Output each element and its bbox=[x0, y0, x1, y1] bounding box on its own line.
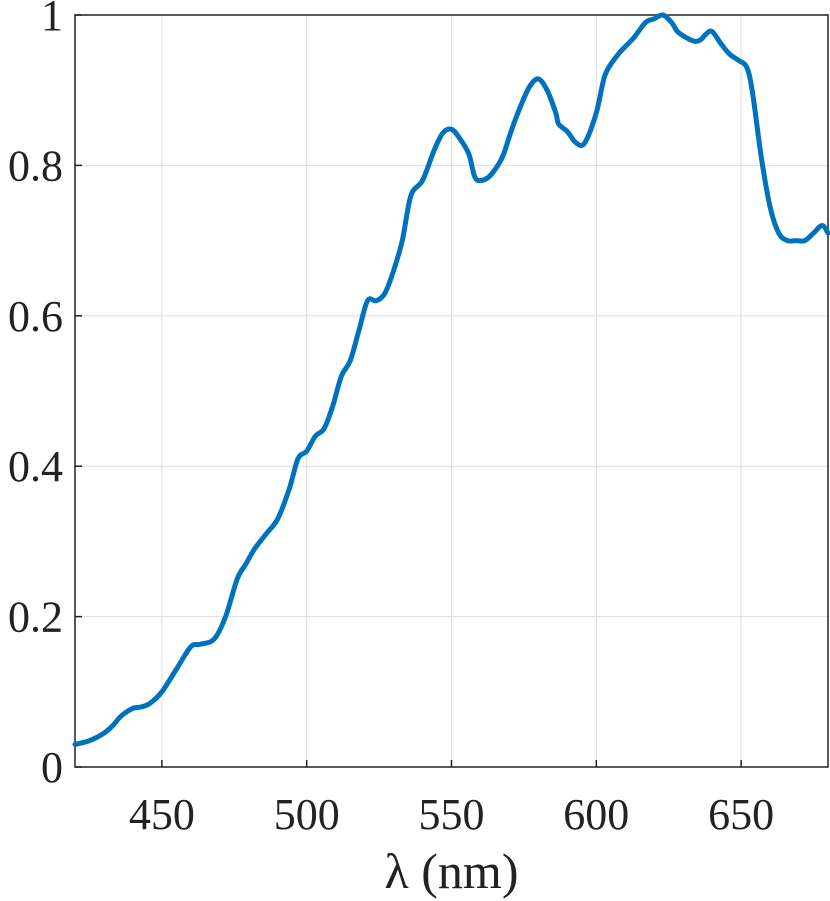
x-tick-label-3: 600 bbox=[563, 790, 629, 839]
series-layer bbox=[72, 12, 830, 747]
x-axis-ticks: 450 500 550 600 650 bbox=[129, 760, 774, 839]
x-tick-label-4: 650 bbox=[708, 790, 774, 839]
y-tick-label-5: 1 bbox=[41, 0, 63, 40]
y-tick-label-2: 0.4 bbox=[8, 442, 63, 491]
x-tick-label-0: 450 bbox=[129, 790, 195, 839]
y-tick-label-4: 0.8 bbox=[8, 141, 63, 190]
y-tick-label-0: 0 bbox=[41, 743, 63, 792]
series-line-0 bbox=[72, 12, 830, 747]
x-axis-label: λ (nm) bbox=[385, 843, 519, 899]
y-axis-ticks: 0 0.2 0.4 0.6 0.8 1 bbox=[8, 0, 82, 792]
x-tick-label-2: 550 bbox=[419, 790, 485, 839]
y-tick-label-3: 0.6 bbox=[8, 292, 63, 341]
y-tick-label-1: 0.2 bbox=[8, 593, 63, 642]
x-tick-label-1: 500 bbox=[274, 790, 340, 839]
